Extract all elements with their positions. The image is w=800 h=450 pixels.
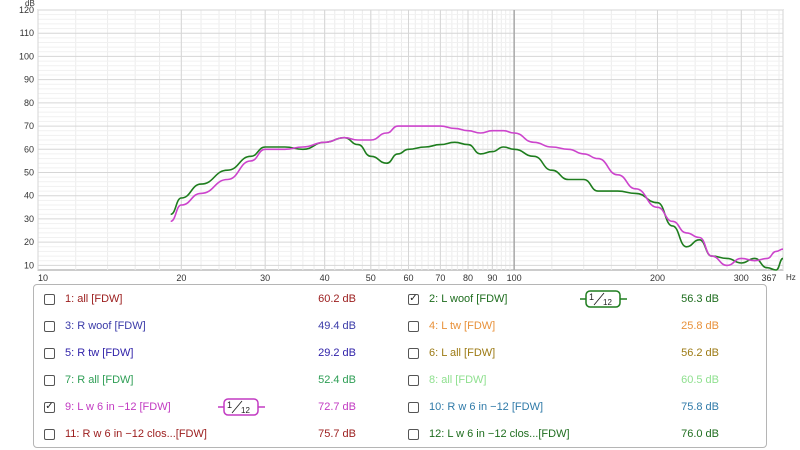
svg-text:1: 1 — [589, 292, 594, 302]
response-curve — [170, 125, 784, 267]
trace-value: 49.4 dB — [318, 320, 356, 332]
trace-label: 11: R w 6 in −12 clos...[FDW] — [65, 428, 207, 440]
y-tick-label: 80 — [24, 98, 34, 108]
y-unit-label: dB — [25, 0, 35, 8]
trace-value: 56.3 dB — [681, 293, 719, 305]
trace-checkbox[interactable] — [44, 320, 55, 332]
trace-label: 6: L all [FDW] — [429, 347, 496, 359]
trace-legend-panel: 1: all [FDW] 60.2 dB ✓ 2: L woof [FDW] 1 12 56… — [33, 284, 767, 448]
trace-label: 4: L tw [FDW] — [429, 320, 496, 332]
svg-text:12: 12 — [603, 298, 612, 307]
trace-checkbox[interactable] — [408, 347, 419, 359]
svg-text:1: 1 — [227, 400, 232, 410]
trace-value: 52.4 dB — [318, 374, 356, 386]
x-tick-label: 90 — [487, 273, 497, 283]
x-unit-label: Hz — [786, 273, 796, 282]
trace-label: 8: all [FDW] — [429, 374, 487, 386]
x-tick-label: 100 — [507, 273, 522, 283]
trace-checkbox[interactable] — [44, 347, 55, 359]
trace-label: 10: R w 6 in −12 [FDW] — [429, 401, 544, 413]
smoothing-indicator[interactable]: 1 12 — [218, 397, 266, 417]
legend-item[interactable]: 7: R all [FDW] 52.4 dB — [44, 370, 394, 390]
x-tick-label: 40 — [320, 273, 330, 283]
x-tick-label: 70 — [435, 273, 445, 283]
x-tick-label: 20 — [176, 273, 186, 283]
legend-item[interactable]: 5: R tw [FDW] 29.2 dB — [44, 343, 394, 363]
trace-value: 29.2 dB — [318, 347, 356, 359]
y-tick-label: 30 — [24, 214, 34, 224]
y-tick-label: 90 — [24, 75, 34, 85]
trace-label: 9: L w 6 in −12 [FDW] — [65, 401, 171, 413]
legend-item[interactable]: ✓ 9: L w 6 in −12 [FDW] 1 12 72.7 dB — [44, 397, 394, 417]
legend-item[interactable]: 6: L all [FDW] 56.2 dB — [408, 343, 758, 363]
trace-value: 25.8 dB — [681, 320, 719, 332]
x-tick-label: 200 — [650, 273, 665, 283]
x-tick-label: 300 — [734, 273, 749, 283]
y-tick-label: 100 — [19, 51, 34, 61]
legend-item[interactable]: ✓ 2: L woof [FDW] 1 12 56.3 dB — [408, 289, 758, 309]
trace-label: 7: R all [FDW] — [65, 374, 134, 386]
y-tick-label: 120 — [19, 5, 34, 15]
x-tick-label: 60 — [404, 273, 414, 283]
x-tick-label: 10 — [38, 273, 48, 283]
trace-value: 72.7 dB — [318, 401, 356, 413]
legend-item[interactable]: 10: R w 6 in −12 [FDW] 75.8 dB — [408, 397, 758, 417]
x-tick-label: 50 — [366, 273, 376, 283]
y-tick-label: 110 — [20, 28, 34, 38]
trace-checkbox[interactable] — [44, 293, 55, 305]
y-tick-label: 50 — [24, 168, 34, 178]
trace-label: 12: L w 6 in −12 clos...[FDW] — [429, 428, 570, 440]
legend-item[interactable]: 12: L w 6 in −12 clos...[FDW] 76.0 dB — [408, 424, 758, 444]
trace-checkbox[interactable] — [408, 374, 419, 386]
y-tick-label: 20 — [24, 237, 34, 247]
grid-lines — [37, 9, 784, 271]
trace-value: 75.7 dB — [318, 428, 356, 440]
legend-item[interactable]: 8: all [FDW] 60.5 dB — [408, 370, 758, 390]
legend-item[interactable]: 1: all [FDW] 60.2 dB — [44, 289, 394, 309]
y-tick-label: 10 — [24, 260, 34, 270]
frequency-response-graph[interactable]: 10 20 30 40 50 60 70 80 90 100 110 120 10 20 30 40 50 60… — [0, 0, 800, 285]
trace-label: 1: all [FDW] — [65, 293, 123, 305]
trace-value: 56.2 dB — [681, 347, 719, 359]
y-axis-labels: 10 20 30 40 50 60 70 80 90 100 110 120 — [19, 5, 34, 270]
trace-value: 76.0 dB — [681, 428, 719, 440]
trace-checkbox[interactable] — [408, 401, 419, 413]
x-axis-labels: 10 20 30 40 50 60 70 80 90 100 200 300 367 — [38, 273, 777, 283]
trace-checkbox[interactable] — [44, 428, 55, 440]
x-tick-label: 367 — [761, 273, 776, 283]
svg-text:12: 12 — [241, 406, 250, 415]
smoothing-indicator[interactable]: 1 12 — [580, 289, 628, 309]
legend-item[interactable]: 11: R w 6 in −12 clos...[FDW] 75.7 dB — [44, 424, 394, 444]
trace-checkbox[interactable]: ✓ — [44, 401, 55, 413]
y-tick-label: 40 — [24, 191, 34, 201]
trace-checkbox[interactable] — [44, 374, 55, 386]
trace-value: 75.8 dB — [681, 401, 719, 413]
trace-value: 60.5 dB — [681, 374, 719, 386]
x-tick-label: 30 — [260, 273, 270, 283]
x-tick-label: 80 — [463, 273, 473, 283]
trace-checkbox[interactable]: ✓ — [408, 293, 419, 305]
trace-checkbox[interactable] — [408, 320, 419, 332]
trace-value: 60.2 dB — [318, 293, 356, 305]
trace-label: 3: R woof [FDW] — [65, 320, 146, 332]
legend-item[interactable]: 4: L tw [FDW] 25.8 dB — [408, 316, 758, 336]
trace-label: 2: L woof [FDW] — [429, 293, 508, 305]
legend-item[interactable]: 3: R woof [FDW] 49.4 dB — [44, 316, 394, 336]
y-tick-label: 70 — [24, 121, 34, 131]
y-tick-label: 60 — [24, 144, 34, 154]
curves — [170, 125, 784, 271]
trace-checkbox[interactable] — [408, 428, 419, 440]
trace-label: 5: R tw [FDW] — [65, 347, 134, 359]
